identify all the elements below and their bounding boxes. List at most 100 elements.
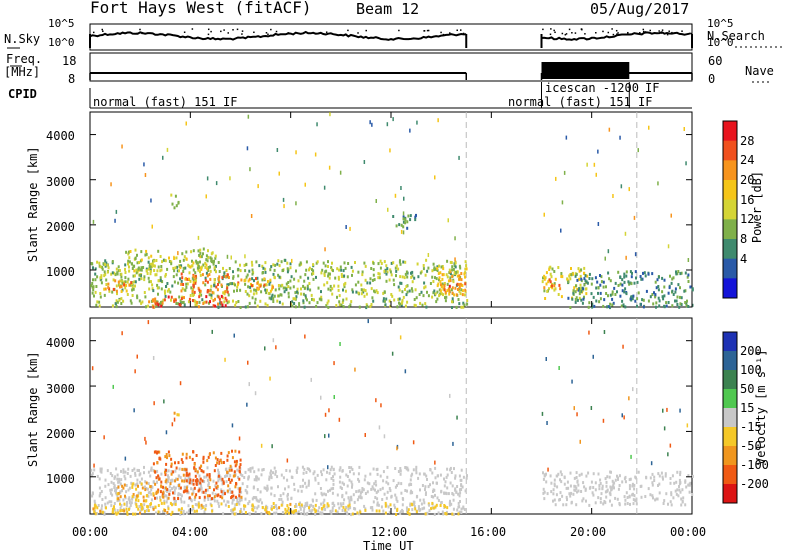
velocity-cell bbox=[424, 488, 426, 492]
velocity-cell bbox=[570, 491, 573, 495]
power-cell bbox=[402, 230, 405, 235]
power-cell bbox=[371, 122, 373, 127]
power-cell bbox=[605, 292, 608, 295]
velocity-cell bbox=[195, 454, 198, 457]
velocity-cell bbox=[201, 506, 204, 509]
velocity-cell bbox=[387, 482, 390, 486]
velocity-cell bbox=[132, 482, 135, 486]
power-cell bbox=[585, 280, 588, 284]
power-cell bbox=[388, 278, 391, 282]
power-cell bbox=[545, 271, 548, 275]
power-cell bbox=[194, 279, 197, 283]
velocity-cell bbox=[247, 476, 250, 480]
power-cell bbox=[312, 263, 315, 267]
velocity-cell bbox=[623, 495, 626, 499]
power-cell bbox=[281, 283, 284, 287]
power-cell bbox=[395, 269, 398, 273]
power-cell bbox=[131, 284, 134, 287]
velocity-cell bbox=[637, 470, 640, 474]
velocity-cell bbox=[146, 505, 149, 509]
velocity-cell bbox=[132, 493, 135, 496]
power-cell bbox=[284, 258, 287, 262]
velocity-cell bbox=[459, 491, 462, 495]
velocity-cell bbox=[332, 501, 335, 505]
power-cell bbox=[163, 298, 166, 302]
velocity-cell bbox=[444, 491, 447, 495]
velocity-cell bbox=[602, 502, 605, 506]
power-cell bbox=[91, 282, 94, 285]
power-cell bbox=[105, 283, 108, 286]
power-cell bbox=[370, 267, 373, 270]
velocity-cell bbox=[405, 506, 408, 510]
velocity-cell bbox=[600, 492, 603, 496]
noise-point bbox=[207, 33, 210, 36]
power-cell bbox=[161, 301, 164, 305]
velocity-cell bbox=[231, 501, 234, 505]
power-cell bbox=[225, 288, 228, 292]
velocity-cell bbox=[457, 505, 460, 509]
power-cell bbox=[135, 268, 138, 272]
velocity-cell bbox=[332, 478, 335, 482]
power-cell bbox=[383, 290, 386, 294]
power-cell bbox=[406, 284, 409, 288]
power-cell bbox=[314, 152, 317, 157]
power-cell bbox=[674, 287, 677, 291]
velocity-cell bbox=[544, 473, 547, 477]
velocity-cell bbox=[206, 488, 209, 492]
velocity-cell bbox=[262, 468, 265, 471]
power-cell bbox=[173, 206, 176, 210]
velocity-colorbar-tick: -15 bbox=[740, 420, 762, 434]
velocity-cell bbox=[350, 480, 353, 484]
power-cell bbox=[205, 258, 208, 262]
velocity-cell bbox=[651, 481, 654, 485]
power-cell bbox=[625, 255, 627, 260]
power-cell bbox=[231, 282, 234, 286]
power-cell bbox=[586, 162, 588, 167]
velocity-cell bbox=[318, 506, 321, 510]
power-cell bbox=[632, 294, 635, 298]
velocity-cell bbox=[150, 492, 153, 496]
power-cell bbox=[554, 287, 557, 291]
velocity-cell bbox=[98, 477, 101, 481]
power-cell bbox=[113, 271, 116, 275]
power-cell bbox=[262, 266, 265, 270]
velocity-cell bbox=[174, 486, 177, 490]
power-cell bbox=[575, 296, 578, 300]
noise-point bbox=[580, 28, 583, 31]
velocity-cell bbox=[341, 469, 344, 473]
velocity-cell bbox=[567, 486, 570, 490]
power-cell bbox=[211, 260, 214, 264]
power-cell bbox=[239, 269, 242, 273]
power-cell bbox=[189, 265, 192, 269]
power-cell bbox=[448, 268, 451, 272]
power-cell bbox=[261, 271, 264, 275]
velocity-cell bbox=[286, 494, 289, 498]
power-cell bbox=[278, 275, 281, 279]
velocity-cell bbox=[173, 496, 176, 500]
velocity-cell bbox=[172, 502, 175, 506]
power-cell bbox=[578, 269, 581, 273]
power-cell bbox=[429, 282, 432, 285]
velocity-cell bbox=[204, 507, 207, 511]
power-cell bbox=[111, 304, 114, 308]
velocity-cell bbox=[96, 474, 99, 478]
velocity-cell bbox=[616, 474, 618, 478]
velocity-cell bbox=[350, 496, 352, 500]
noise-point bbox=[584, 33, 586, 35]
power-cell bbox=[106, 270, 109, 274]
power-cell bbox=[180, 289, 183, 293]
velocity-cell bbox=[366, 490, 369, 494]
cpid-label: CPID bbox=[8, 87, 37, 101]
noise-point bbox=[554, 31, 556, 34]
power-cell bbox=[214, 297, 216, 301]
velocity-cell bbox=[308, 467, 310, 471]
power-cell bbox=[120, 272, 123, 276]
power-cell bbox=[554, 277, 557, 281]
power-cell bbox=[94, 267, 97, 271]
velocity-cell bbox=[628, 487, 631, 491]
power-cell bbox=[155, 259, 158, 262]
velocity-cell bbox=[239, 458, 242, 462]
velocity-cell bbox=[383, 492, 386, 496]
power-cell bbox=[447, 218, 449, 223]
power-cell bbox=[196, 261, 199, 265]
